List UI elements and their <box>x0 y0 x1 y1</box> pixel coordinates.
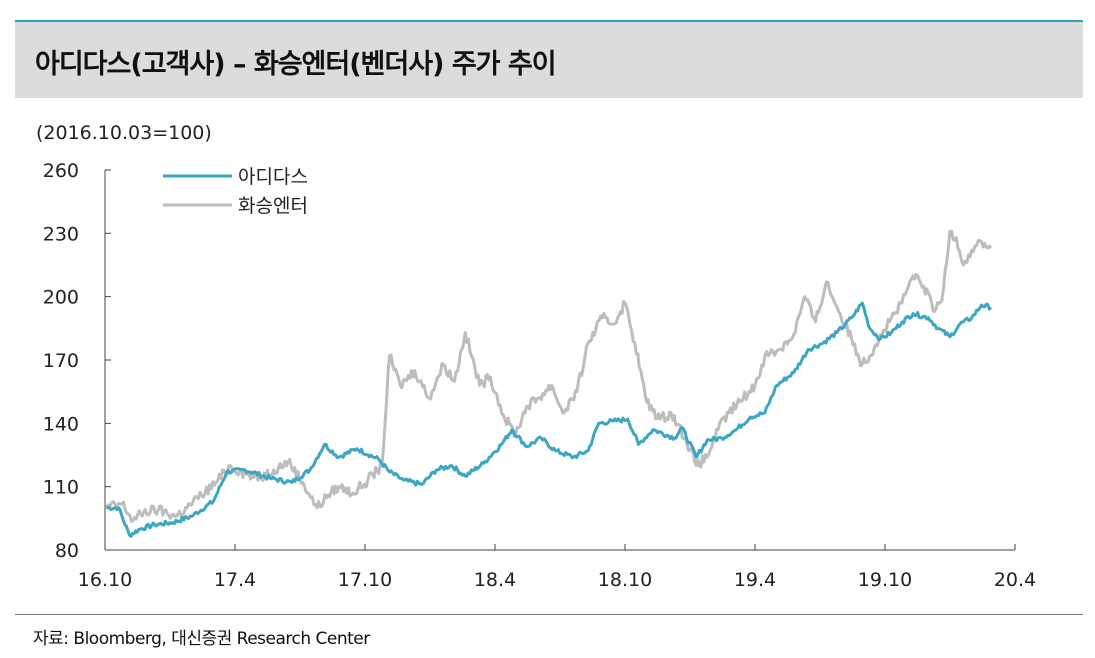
y-tick-label: 140 <box>43 413 79 435</box>
x-tick-label: 19.4 <box>734 569 776 591</box>
chart-title: 아디다스(고객사) – 화승엔터(벤더사) 주가 추이 <box>35 49 557 80</box>
chart-subtitle: (2016.10.03=100) <box>36 122 212 144</box>
y-tick-label: 80 <box>55 540 79 562</box>
legend-label: 화승엔터 <box>238 195 308 217</box>
bottom-rule <box>15 614 1083 615</box>
y-tick-label: 110 <box>43 477 79 499</box>
top-accent-rule <box>15 20 1083 22</box>
x-tick-label: 19.10 <box>858 569 912 591</box>
x-tick-label: 16.10 <box>78 569 132 591</box>
y-tick-label: 200 <box>43 287 79 309</box>
series-line-hwaseung <box>105 229 993 523</box>
series-line-adidas <box>106 301 992 538</box>
x-tick-label: 18.4 <box>474 569 516 591</box>
legend-label: 아디다스 <box>238 166 308 188</box>
x-tick-label: 18.10 <box>598 569 652 591</box>
x-tick-label: 20.4 <box>994 569 1036 591</box>
title-band: 아디다스(고객사) – 화승엔터(벤더사) 주가 추이 <box>15 22 1083 98</box>
y-tick-label: 230 <box>43 223 79 245</box>
y-tick-label: 260 <box>43 160 79 182</box>
x-tick-label: 17.4 <box>214 569 256 591</box>
y-tick-label: 170 <box>43 350 79 372</box>
series-layer <box>105 229 993 538</box>
source-note: 자료: Bloomberg, 대신증권 Research Center <box>33 629 370 649</box>
y-axis-ticks: 80 110 140 170 200 230 260 <box>43 160 111 562</box>
x-axis-ticks: 16.10 17.4 17.10 18.4 18.10 19.4 19.10 20.4 <box>78 544 1036 591</box>
x-tick-label: 17.10 <box>338 569 392 591</box>
